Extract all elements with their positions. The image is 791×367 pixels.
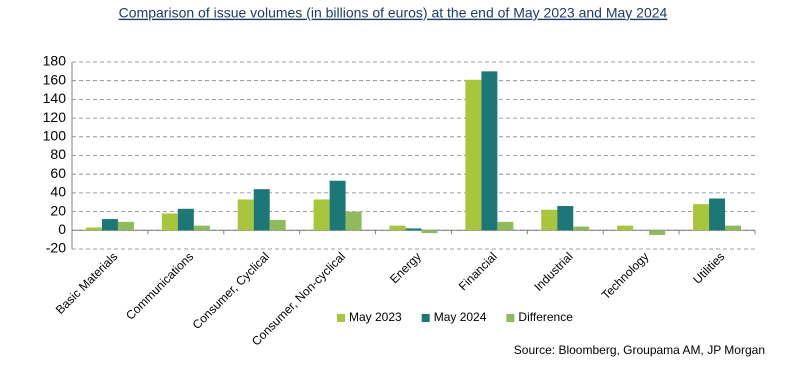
bar — [465, 79, 482, 231]
bar — [389, 225, 406, 231]
bar — [421, 230, 438, 234]
bar — [481, 71, 498, 231]
bar — [237, 199, 254, 231]
x-tick-label: Consumer, Cyclical — [190, 249, 273, 332]
legend-label: May 2023 — [349, 310, 402, 324]
y-tick-label: 160 — [43, 71, 67, 87]
bar — [405, 228, 422, 231]
bar — [177, 208, 194, 231]
y-tick-label: -20 — [46, 240, 66, 256]
y-tick-label: 60 — [50, 165, 66, 181]
bar — [541, 209, 558, 231]
y-tick-label: 20 — [50, 202, 66, 218]
x-tick-label: Technology — [599, 249, 652, 302]
bar — [573, 226, 590, 231]
legend-label: May 2024 — [434, 310, 487, 324]
y-tick-label: 120 — [43, 109, 67, 125]
bar — [649, 230, 666, 235]
bar — [725, 225, 742, 231]
bar — [85, 227, 102, 231]
x-tick-label: Basic Materials — [53, 249, 120, 316]
bar — [193, 225, 210, 231]
bar — [497, 221, 514, 231]
legend-swatch — [337, 314, 345, 322]
bar — [693, 204, 710, 231]
y-tick-label: 140 — [43, 90, 67, 106]
legend-label: Difference — [518, 310, 573, 324]
bar — [313, 199, 330, 231]
x-tick-label: Financial — [456, 249, 500, 293]
y-tick-label: 0 — [58, 221, 66, 237]
y-tick-label: 180 — [43, 53, 67, 69]
y-tick-label: 40 — [50, 184, 66, 200]
y-tick-label: 80 — [50, 146, 66, 162]
bar — [269, 220, 286, 231]
source-note: Source: Bloomberg, Groupama AM, JP Morga… — [514, 343, 765, 357]
chart-title: Comparison of issue volumes (in billions… — [119, 5, 668, 21]
legend-swatch — [421, 314, 430, 322]
bar — [345, 211, 362, 231]
y-tick-label: 100 — [43, 128, 67, 144]
bar — [117, 221, 134, 231]
legend-swatch — [506, 314, 515, 322]
bar — [617, 225, 634, 231]
x-tick-label: Industrial — [531, 249, 575, 293]
bar — [101, 219, 118, 231]
bar — [557, 205, 574, 231]
x-tick-label: Energy — [387, 249, 424, 286]
x-tick-label: Communications — [123, 249, 196, 322]
x-tick-label: Utilities — [690, 249, 727, 286]
bar — [329, 180, 346, 231]
bar — [709, 198, 726, 231]
bar — [253, 189, 270, 231]
bar — [161, 213, 178, 231]
